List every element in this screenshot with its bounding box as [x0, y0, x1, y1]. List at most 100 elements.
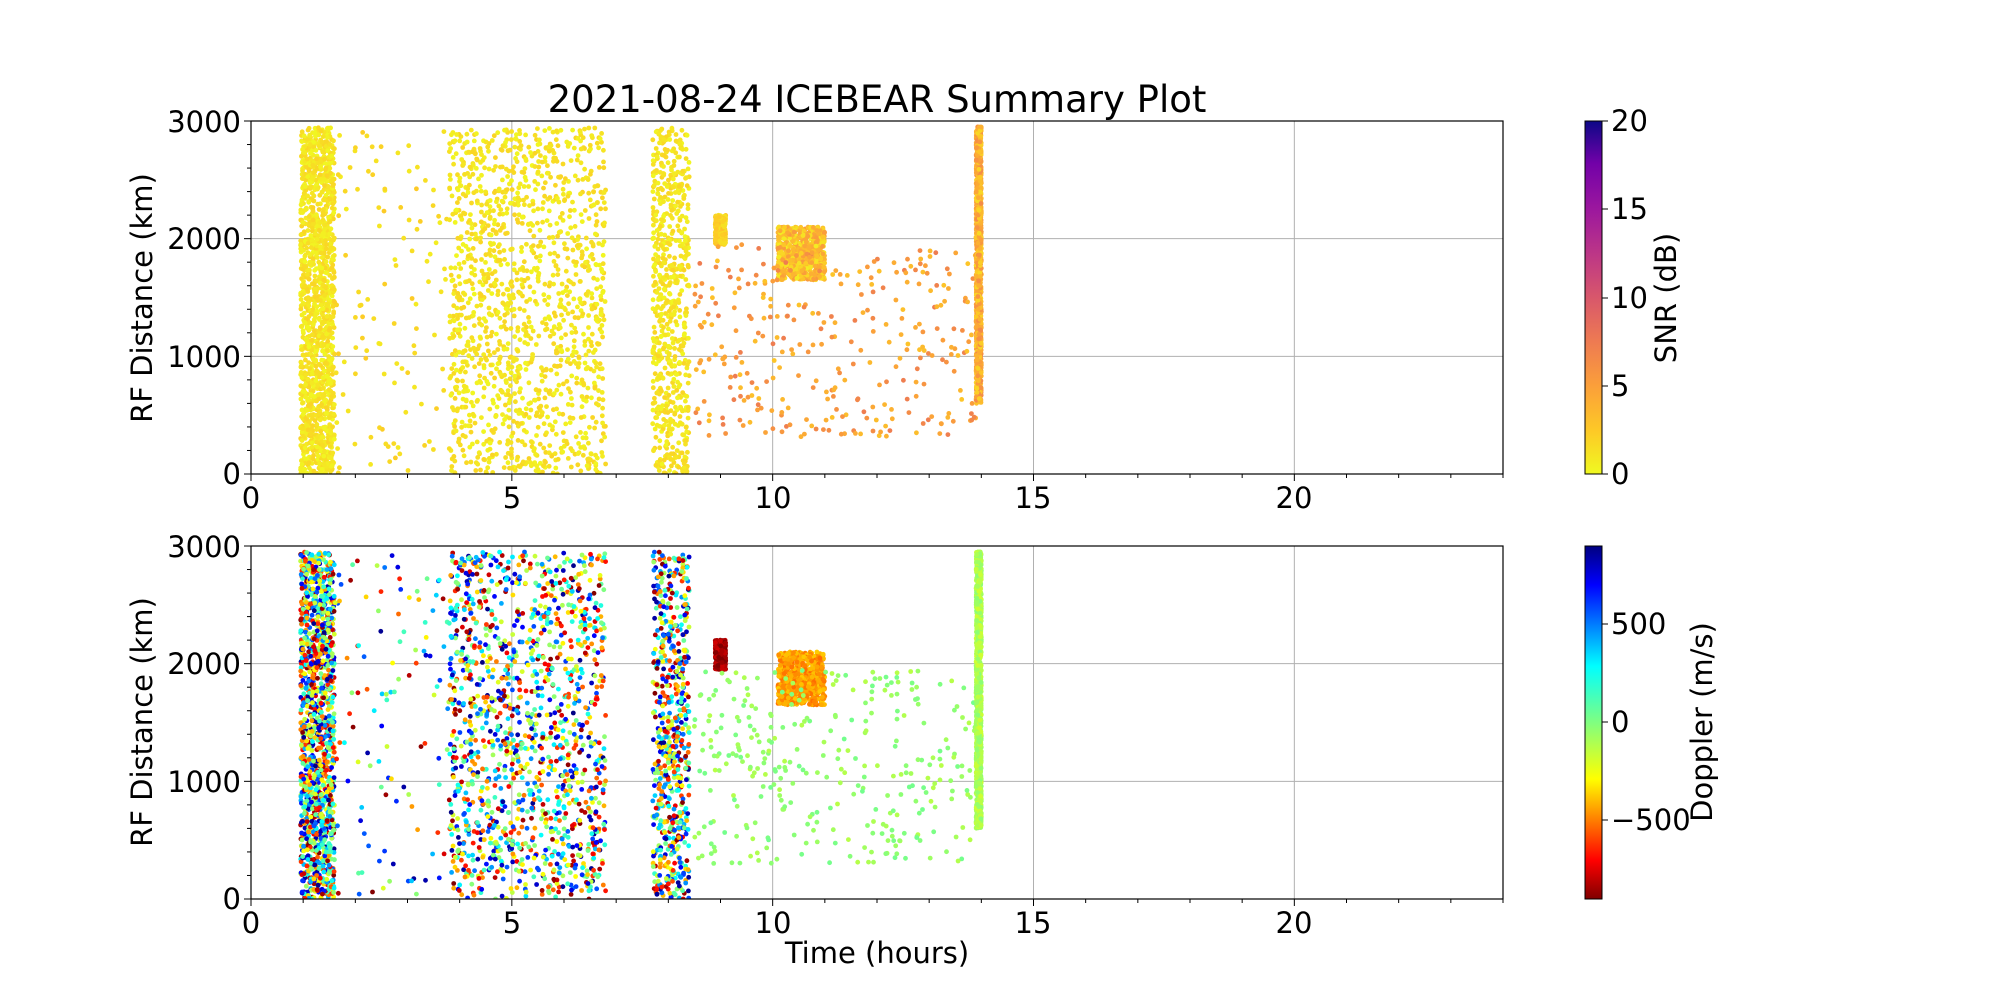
scatter-point: [887, 428, 893, 433]
scatter-point: [496, 186, 502, 192]
scatter-point: [568, 361, 573, 367]
scatter-point: [482, 165, 487, 171]
scatter-point: [299, 176, 305, 182]
scatter-point: [503, 402, 508, 408]
scatter-point: [949, 344, 954, 350]
scatter-point: [470, 441, 475, 447]
scatter-point: [523, 156, 529, 162]
scatter-point: [303, 357, 308, 363]
scatter-point: [533, 468, 539, 474]
scatter-point: [465, 253, 471, 259]
scatter-point: [572, 325, 578, 331]
scatter-point: [360, 335, 365, 341]
scatter-point: [311, 452, 316, 458]
scatter-point: [587, 424, 592, 430]
scatter-point: [536, 405, 542, 411]
scatter-point: [574, 375, 580, 381]
scatter-point: [679, 127, 685, 133]
scatter-point: [596, 241, 602, 246]
scatter-point: [520, 459, 526, 465]
scatter-point: [571, 349, 577, 355]
scatter-point: [493, 164, 498, 169]
scatter-point: [299, 139, 305, 145]
scatter-point: [472, 272, 478, 278]
scatter-point: [600, 252, 606, 258]
scatter-point: [500, 143, 506, 149]
scatter-point: [448, 177, 453, 182]
scatter-point: [481, 316, 487, 321]
scatter-point: [484, 325, 489, 330]
scatter-point: [337, 133, 342, 138]
scatter-point: [775, 268, 781, 273]
scatter-point: [802, 431, 807, 437]
scatter-point: [913, 393, 919, 399]
scatter-point: [671, 171, 677, 177]
scatter-point: [487, 198, 493, 203]
scatter-point: [547, 251, 553, 257]
scatter-point: [585, 456, 591, 462]
scatter-point: [583, 435, 589, 441]
scatter-point: [829, 314, 834, 319]
scatter-point: [387, 459, 393, 464]
scatter-point: [467, 296, 473, 302]
scatter-point: [940, 337, 946, 343]
scatter-point: [467, 418, 473, 424]
scatter-point: [321, 453, 327, 459]
scatter-point: [511, 267, 517, 273]
scatter-point: [531, 233, 537, 239]
scatter-point: [532, 397, 538, 403]
scatter-point: [308, 184, 314, 190]
scatter-point: [665, 197, 671, 202]
scatter-point: [308, 431, 314, 437]
scatter-point: [582, 126, 587, 132]
scatter-point: [666, 392, 672, 398]
scatter-point: [719, 344, 725, 350]
scatter-point: [523, 360, 528, 366]
scatter-point: [524, 241, 529, 247]
scatter-point: [543, 459, 548, 465]
scatter-point: [544, 170, 550, 176]
scatter-point: [474, 236, 480, 242]
scatter-point: [818, 256, 824, 262]
scatter-point: [392, 380, 397, 386]
scatter-point: [311, 198, 317, 204]
scatter-point: [567, 420, 573, 425]
scatter-point: [803, 261, 809, 266]
scatter-point: [813, 378, 819, 384]
scatter-point: [486, 459, 492, 465]
scatter-point: [817, 274, 823, 279]
scatter-point: [306, 460, 312, 466]
scatter-point: [697, 261, 703, 266]
scatter-point: [796, 302, 802, 308]
scatter-point: [570, 309, 575, 315]
scatter-point: [456, 245, 462, 251]
scatter-point: [345, 408, 351, 414]
scatter-point: [575, 304, 580, 310]
scatter-point: [313, 177, 319, 183]
scatter-point: [670, 228, 676, 234]
scatter-point: [698, 294, 703, 300]
scatter-point: [474, 380, 480, 386]
scatter-point: [677, 273, 683, 279]
scatter-point: [595, 200, 600, 205]
scatter-point: [477, 279, 483, 285]
scatter-point: [511, 306, 517, 312]
scatter-point: [777, 228, 783, 234]
scatter-point: [481, 429, 486, 434]
scatter-point: [568, 446, 574, 451]
scatter-point: [412, 384, 417, 390]
scatter-point: [515, 438, 521, 443]
scatter-point: [601, 165, 607, 171]
scatter-point: [467, 182, 472, 188]
scatter-point: [661, 295, 667, 301]
scatter-point: [414, 326, 419, 331]
scatter-point: [805, 233, 811, 239]
scatter-point: [965, 261, 971, 267]
scatter-point: [779, 429, 785, 435]
scatter-point: [561, 443, 567, 449]
scatter-point: [655, 191, 661, 197]
scatter-point: [406, 168, 412, 174]
scatter-point: [653, 269, 659, 274]
scatter-point: [336, 213, 342, 219]
scatter-point: [680, 408, 685, 414]
